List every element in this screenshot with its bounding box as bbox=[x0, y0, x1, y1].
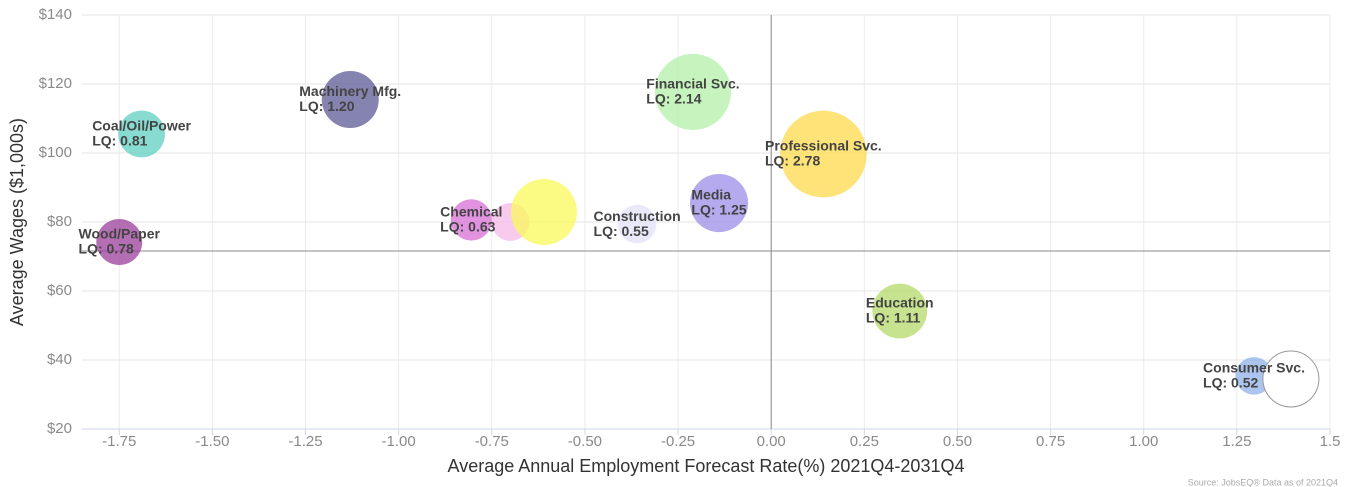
x-tick-label: 0.50 bbox=[943, 433, 972, 450]
x-tick-label: 1.25 bbox=[1222, 433, 1251, 450]
y-tick-label: $80 bbox=[47, 213, 72, 230]
data-label: LQ: 2.14 bbox=[646, 91, 701, 107]
bubble bbox=[689, 173, 749, 233]
bubble bbox=[510, 179, 577, 245]
data-label: LQ: 0.78 bbox=[79, 241, 134, 257]
y-axis-title: Average Wages ($1,000s) bbox=[7, 118, 27, 326]
data-label: LQ: 2.78 bbox=[765, 153, 820, 169]
y-tick-label: $100 bbox=[39, 144, 72, 161]
x-tick-label: -1.50 bbox=[195, 433, 229, 450]
y-tick-label: $140 bbox=[39, 6, 72, 23]
data-label: LQ: 0.81 bbox=[92, 133, 147, 149]
point-label: Machinery Mfg. bbox=[299, 83, 401, 99]
point-label: Consumer Svc. bbox=[1203, 360, 1305, 376]
point-label: Construction bbox=[594, 208, 681, 224]
data-label: LQ: 1.25 bbox=[691, 202, 746, 218]
bubble bbox=[779, 110, 867, 198]
x-tick-label: -0.50 bbox=[568, 433, 602, 450]
point-label: Media bbox=[691, 187, 731, 203]
bubble bbox=[450, 199, 492, 241]
x-tick-label: 0.00 bbox=[757, 433, 786, 450]
data-label: LQ: 0.55 bbox=[594, 223, 649, 239]
x-tick-label: 0.75 bbox=[1036, 433, 1065, 450]
y-tick-label: $120 bbox=[39, 75, 72, 92]
x-tick-label: 1.5 bbox=[1320, 433, 1341, 450]
point-label: Coal/Oil/Power bbox=[92, 118, 191, 134]
x-tick-label: 1.00 bbox=[1129, 433, 1158, 450]
x-tick-label: -0.25 bbox=[661, 433, 695, 450]
data-label: LQ: 0.63 bbox=[440, 219, 495, 235]
y-tick-label: $40 bbox=[47, 351, 72, 368]
point-label: Financial Svc. bbox=[646, 76, 739, 92]
bubble bbox=[654, 53, 731, 130]
x-tick-label: 0.25 bbox=[850, 433, 879, 450]
x-axis-title: Average Annual Employment Forecast Rate(… bbox=[448, 456, 965, 476]
bubble bbox=[321, 71, 379, 129]
x-tick-label: -1.75 bbox=[102, 433, 136, 450]
data-label: LQ: 1.11 bbox=[866, 310, 921, 326]
point-label: Professional Svc. bbox=[765, 138, 882, 154]
bubble bbox=[872, 283, 928, 339]
x-tick-label: -1.25 bbox=[288, 433, 322, 450]
point-label: Education bbox=[866, 295, 934, 311]
y-tick-label: $20 bbox=[47, 420, 72, 437]
point-label: Chemical bbox=[440, 204, 502, 220]
data-label: LQ: 1.20 bbox=[299, 98, 354, 114]
bubble bbox=[1262, 350, 1320, 408]
x-tick-label: -0.75 bbox=[475, 433, 509, 450]
bubble bbox=[96, 219, 143, 265]
bubble bbox=[617, 204, 657, 244]
point-label: Wood/Paper bbox=[79, 226, 161, 242]
bubble bbox=[118, 110, 166, 158]
y-tick-label: $60 bbox=[47, 282, 72, 299]
source-note: Source: JobsEQ® Data as of 2021Q4 bbox=[1188, 477, 1338, 487]
x-tick-label: -1.00 bbox=[382, 433, 416, 450]
data-label: LQ: 0.52 bbox=[1203, 375, 1258, 391]
